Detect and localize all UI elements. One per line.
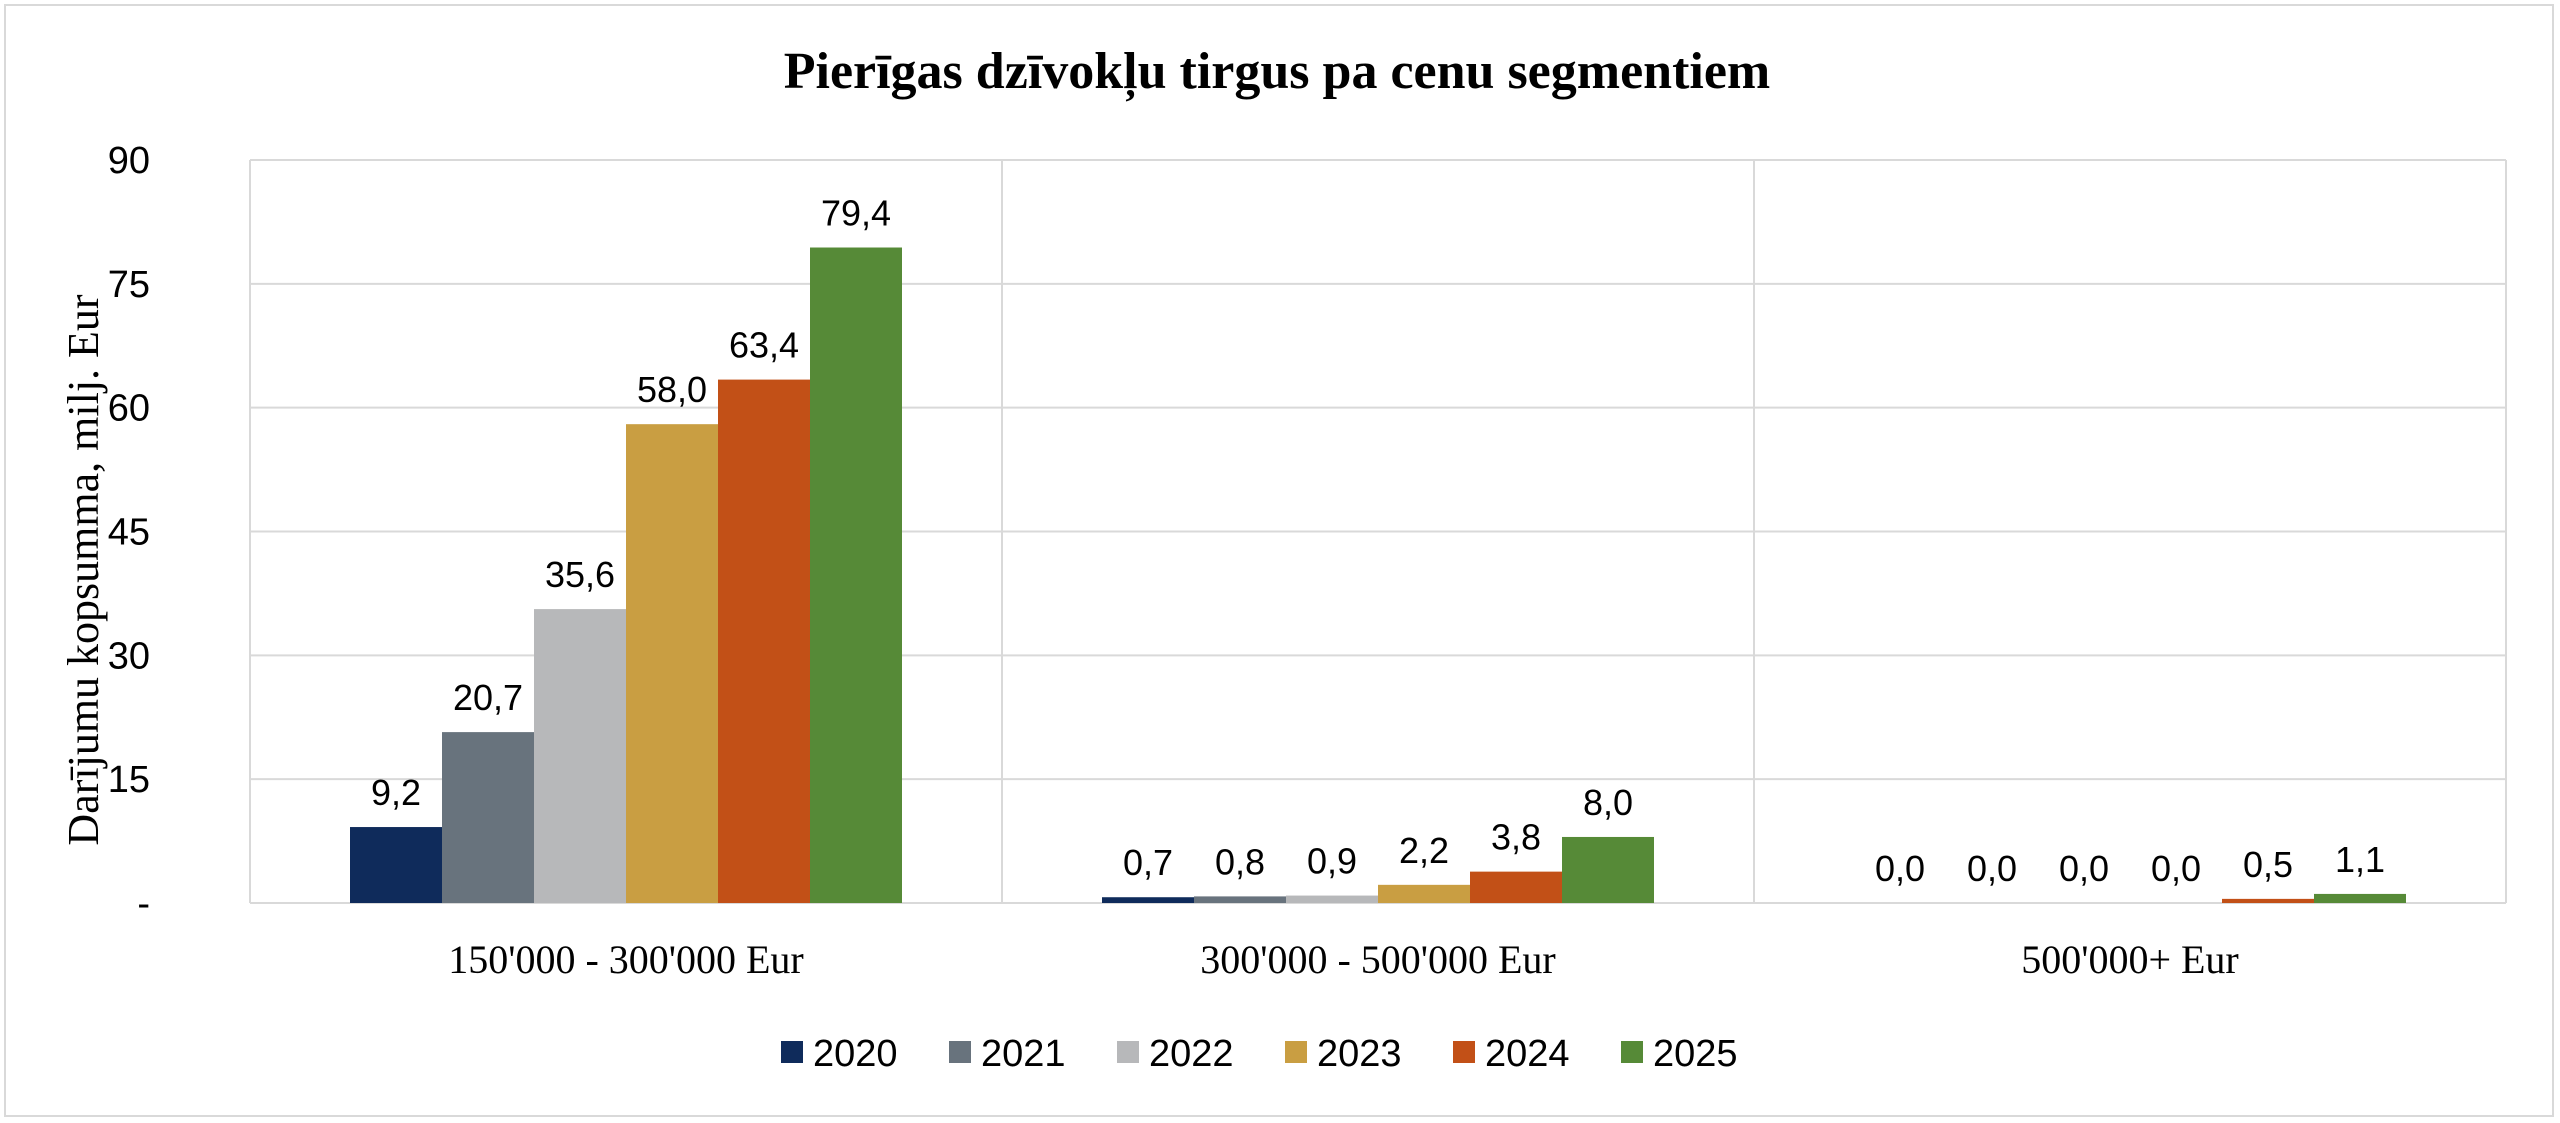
x-category-label: 300'000 - 500'000 Eur [1200, 937, 1556, 982]
data-label: 35,6 [545, 554, 615, 595]
data-label: 0,0 [1967, 848, 2017, 889]
y-tick-label: 90 [108, 140, 150, 182]
y-tick-label: 45 [108, 512, 150, 554]
y-tick-label: 75 [108, 264, 150, 306]
data-labels: 9,2 20,7 35,6 58,0 63,4 79,4 0,7 0,8 0,9 2,2 3,8 8,… [371, 193, 2385, 889]
legend-label-2024: 2024 [1485, 1033, 1570, 1075]
x-category-label: 500'000+ Eur [2021, 937, 2239, 982]
data-label: 0,9 [1307, 841, 1357, 882]
data-label: 63,4 [729, 325, 799, 366]
bar-2021-1 [442, 732, 534, 903]
data-label: 2,2 [1399, 830, 1449, 871]
bars [350, 247, 2406, 903]
legend-swatch-2024 [1453, 1041, 1475, 1063]
bar-2021-2 [1194, 896, 1286, 903]
data-label: 58,0 [637, 369, 707, 410]
bar-2020-2 [1102, 897, 1194, 903]
chart-title: Pierīgas dzīvokļu tirgus pa cenu segment… [784, 43, 1771, 102]
data-label: 79,4 [821, 193, 891, 234]
bar-2023-1 [626, 424, 718, 903]
legend-swatch-2022 [1117, 1041, 1139, 1063]
bar-2022-1 [534, 609, 626, 903]
legend-label-2021: 2021 [981, 1033, 1066, 1075]
bar-2025-3 [2314, 893, 2406, 903]
data-label: 0,8 [1215, 841, 1265, 882]
x-category-label: 150'000 - 300'000 Eur [448, 937, 804, 982]
legend-label-2020: 2020 [813, 1033, 898, 1075]
legend-label-2025: 2025 [1653, 1033, 1738, 1075]
y-tick-label: 15 [108, 759, 150, 801]
data-label: 0,5 [2243, 844, 2293, 885]
bar-2022-2 [1286, 895, 1378, 903]
legend-label-2022: 2022 [1149, 1033, 1234, 1075]
y-axis-ticks: - 15 30 45 60 75 90 [108, 140, 150, 925]
bar-2025-2 [1562, 836, 1654, 903]
data-label: 0,0 [1875, 848, 1925, 889]
bar-2025-1 [810, 247, 902, 903]
x-axis-categories: 150'000 - 300'000 Eur 300'000 - 500'000 E… [448, 937, 2239, 982]
legend-swatch-2021 [949, 1041, 971, 1063]
bar-2024-2 [1470, 871, 1562, 903]
y-tick-label: 60 [108, 388, 150, 430]
data-label: 20,7 [453, 677, 523, 718]
y-tick-label: 30 [108, 635, 150, 677]
data-label: 1,1 [2335, 839, 2385, 880]
bar-2024-3 [2222, 898, 2314, 903]
bar-2023-2 [1378, 884, 1470, 903]
bar-2024-1 [718, 379, 810, 903]
y-tick-label: - [137, 883, 150, 925]
bar-2020-1 [350, 827, 442, 903]
chart-frame [4, 4, 2554, 1117]
legend-label-2023: 2023 [1317, 1033, 1402, 1075]
legend-swatch-2020 [781, 1041, 803, 1063]
data-label: 0,0 [2059, 848, 2109, 889]
legend-swatch-2023 [1285, 1041, 1307, 1063]
data-label: 3,8 [1491, 817, 1541, 858]
data-label: 8,0 [1583, 782, 1633, 823]
y-axis-label: Darījumu kopsumma, milj. Eur [59, 294, 108, 846]
data-label: 0,0 [2151, 848, 2201, 889]
legend-swatch-2025 [1621, 1041, 1643, 1063]
data-label: 9,2 [371, 772, 421, 813]
data-label: 0,7 [1123, 842, 1173, 883]
legend: 2020 2021 2022 2023 2024 2025 [781, 1033, 1738, 1075]
